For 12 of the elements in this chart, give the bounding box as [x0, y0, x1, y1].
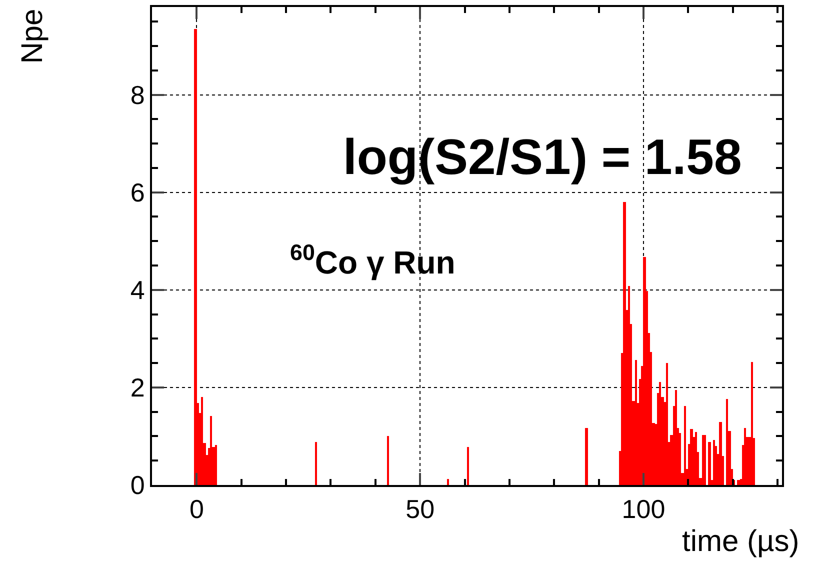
y-tick-label: 4: [130, 275, 145, 305]
annotation: log(S2/S1) = 1.58: [343, 129, 742, 185]
x-tick-label: 50: [406, 494, 435, 524]
y-tick-label: 8: [130, 80, 145, 110]
x-axis-title: time (µs): [682, 525, 800, 558]
y-tick-label: 6: [130, 177, 145, 208]
y-tick-label: 2: [130, 372, 145, 403]
y-axis-title: Npe: [16, 8, 49, 64]
x-tick-label: 100: [622, 494, 666, 524]
annotation: $^{60}$Co γ Run: [290, 240, 456, 280]
y-tick-label: 0: [130, 470, 145, 500]
x-tick-label: 0: [189, 494, 204, 524]
